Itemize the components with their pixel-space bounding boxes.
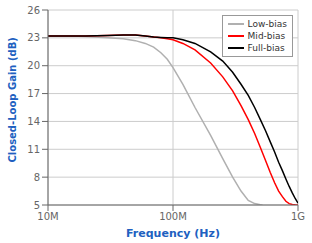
html-text:Low-bias: Low-bias xyxy=(247,19,287,29)
svg-text:Closed-Loop Gain (dB): Closed-Loop Gain (dB) xyxy=(8,37,18,162)
svg-text:14: 14 xyxy=(27,116,40,127)
svg-text:23: 23 xyxy=(27,32,40,43)
html-text:Mid-bias: Mid-bias xyxy=(247,31,286,41)
svg-text:1G: 1G xyxy=(291,211,304,222)
svg-text:17: 17 xyxy=(27,88,40,99)
svg-text:11: 11 xyxy=(27,144,40,155)
svg-text:8: 8 xyxy=(34,172,40,183)
svg-text:Frequency (Hz): Frequency (Hz) xyxy=(126,227,220,240)
html-text:Full-bias: Full-bias xyxy=(247,43,285,53)
svg-text:100M: 100M xyxy=(159,211,187,222)
svg-text:10M: 10M xyxy=(37,211,58,222)
svg-text:5: 5 xyxy=(34,200,40,211)
svg-text:20: 20 xyxy=(27,60,40,71)
svg-text:26: 26 xyxy=(27,5,40,16)
